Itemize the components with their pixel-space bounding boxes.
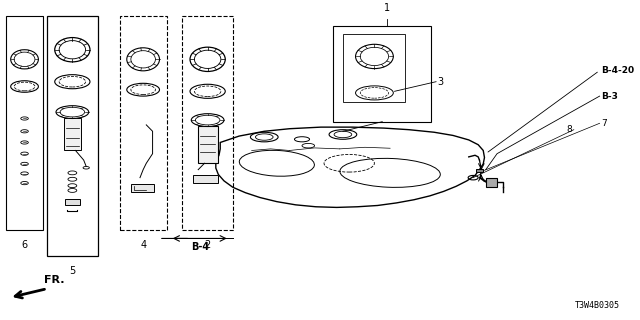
Bar — [131, 184, 154, 192]
Bar — [333, 26, 431, 122]
Ellipse shape — [356, 86, 394, 100]
Text: T3W4B0305: T3W4B0305 — [575, 301, 620, 310]
Ellipse shape — [56, 106, 89, 118]
Text: B-4-20: B-4-20 — [601, 66, 634, 75]
Text: 2: 2 — [205, 240, 211, 250]
Ellipse shape — [127, 83, 159, 96]
Text: B-4: B-4 — [191, 242, 209, 252]
Ellipse shape — [55, 37, 90, 62]
Ellipse shape — [190, 84, 225, 98]
Bar — [65, 199, 80, 205]
Ellipse shape — [11, 81, 38, 92]
Bar — [486, 178, 497, 187]
Text: B-3: B-3 — [601, 92, 618, 100]
Text: 6: 6 — [22, 240, 28, 250]
Text: 1: 1 — [384, 3, 390, 13]
Ellipse shape — [11, 50, 38, 69]
Text: 8: 8 — [567, 125, 573, 134]
Bar — [198, 126, 218, 163]
Text: 7: 7 — [601, 119, 607, 128]
Ellipse shape — [191, 114, 224, 126]
Bar — [193, 175, 218, 183]
Text: 5: 5 — [69, 266, 76, 276]
Bar — [343, 34, 404, 102]
Bar — [47, 16, 97, 256]
Ellipse shape — [356, 44, 394, 68]
Bar — [63, 118, 81, 150]
Polygon shape — [216, 127, 484, 207]
Ellipse shape — [55, 75, 90, 89]
Bar — [6, 16, 43, 230]
Text: FR.: FR. — [44, 275, 65, 285]
Text: 4: 4 — [140, 240, 146, 250]
Bar — [182, 16, 233, 230]
Bar — [120, 16, 167, 230]
Bar — [476, 169, 483, 172]
Ellipse shape — [127, 48, 159, 71]
Ellipse shape — [190, 47, 225, 71]
Text: 3: 3 — [437, 77, 444, 87]
